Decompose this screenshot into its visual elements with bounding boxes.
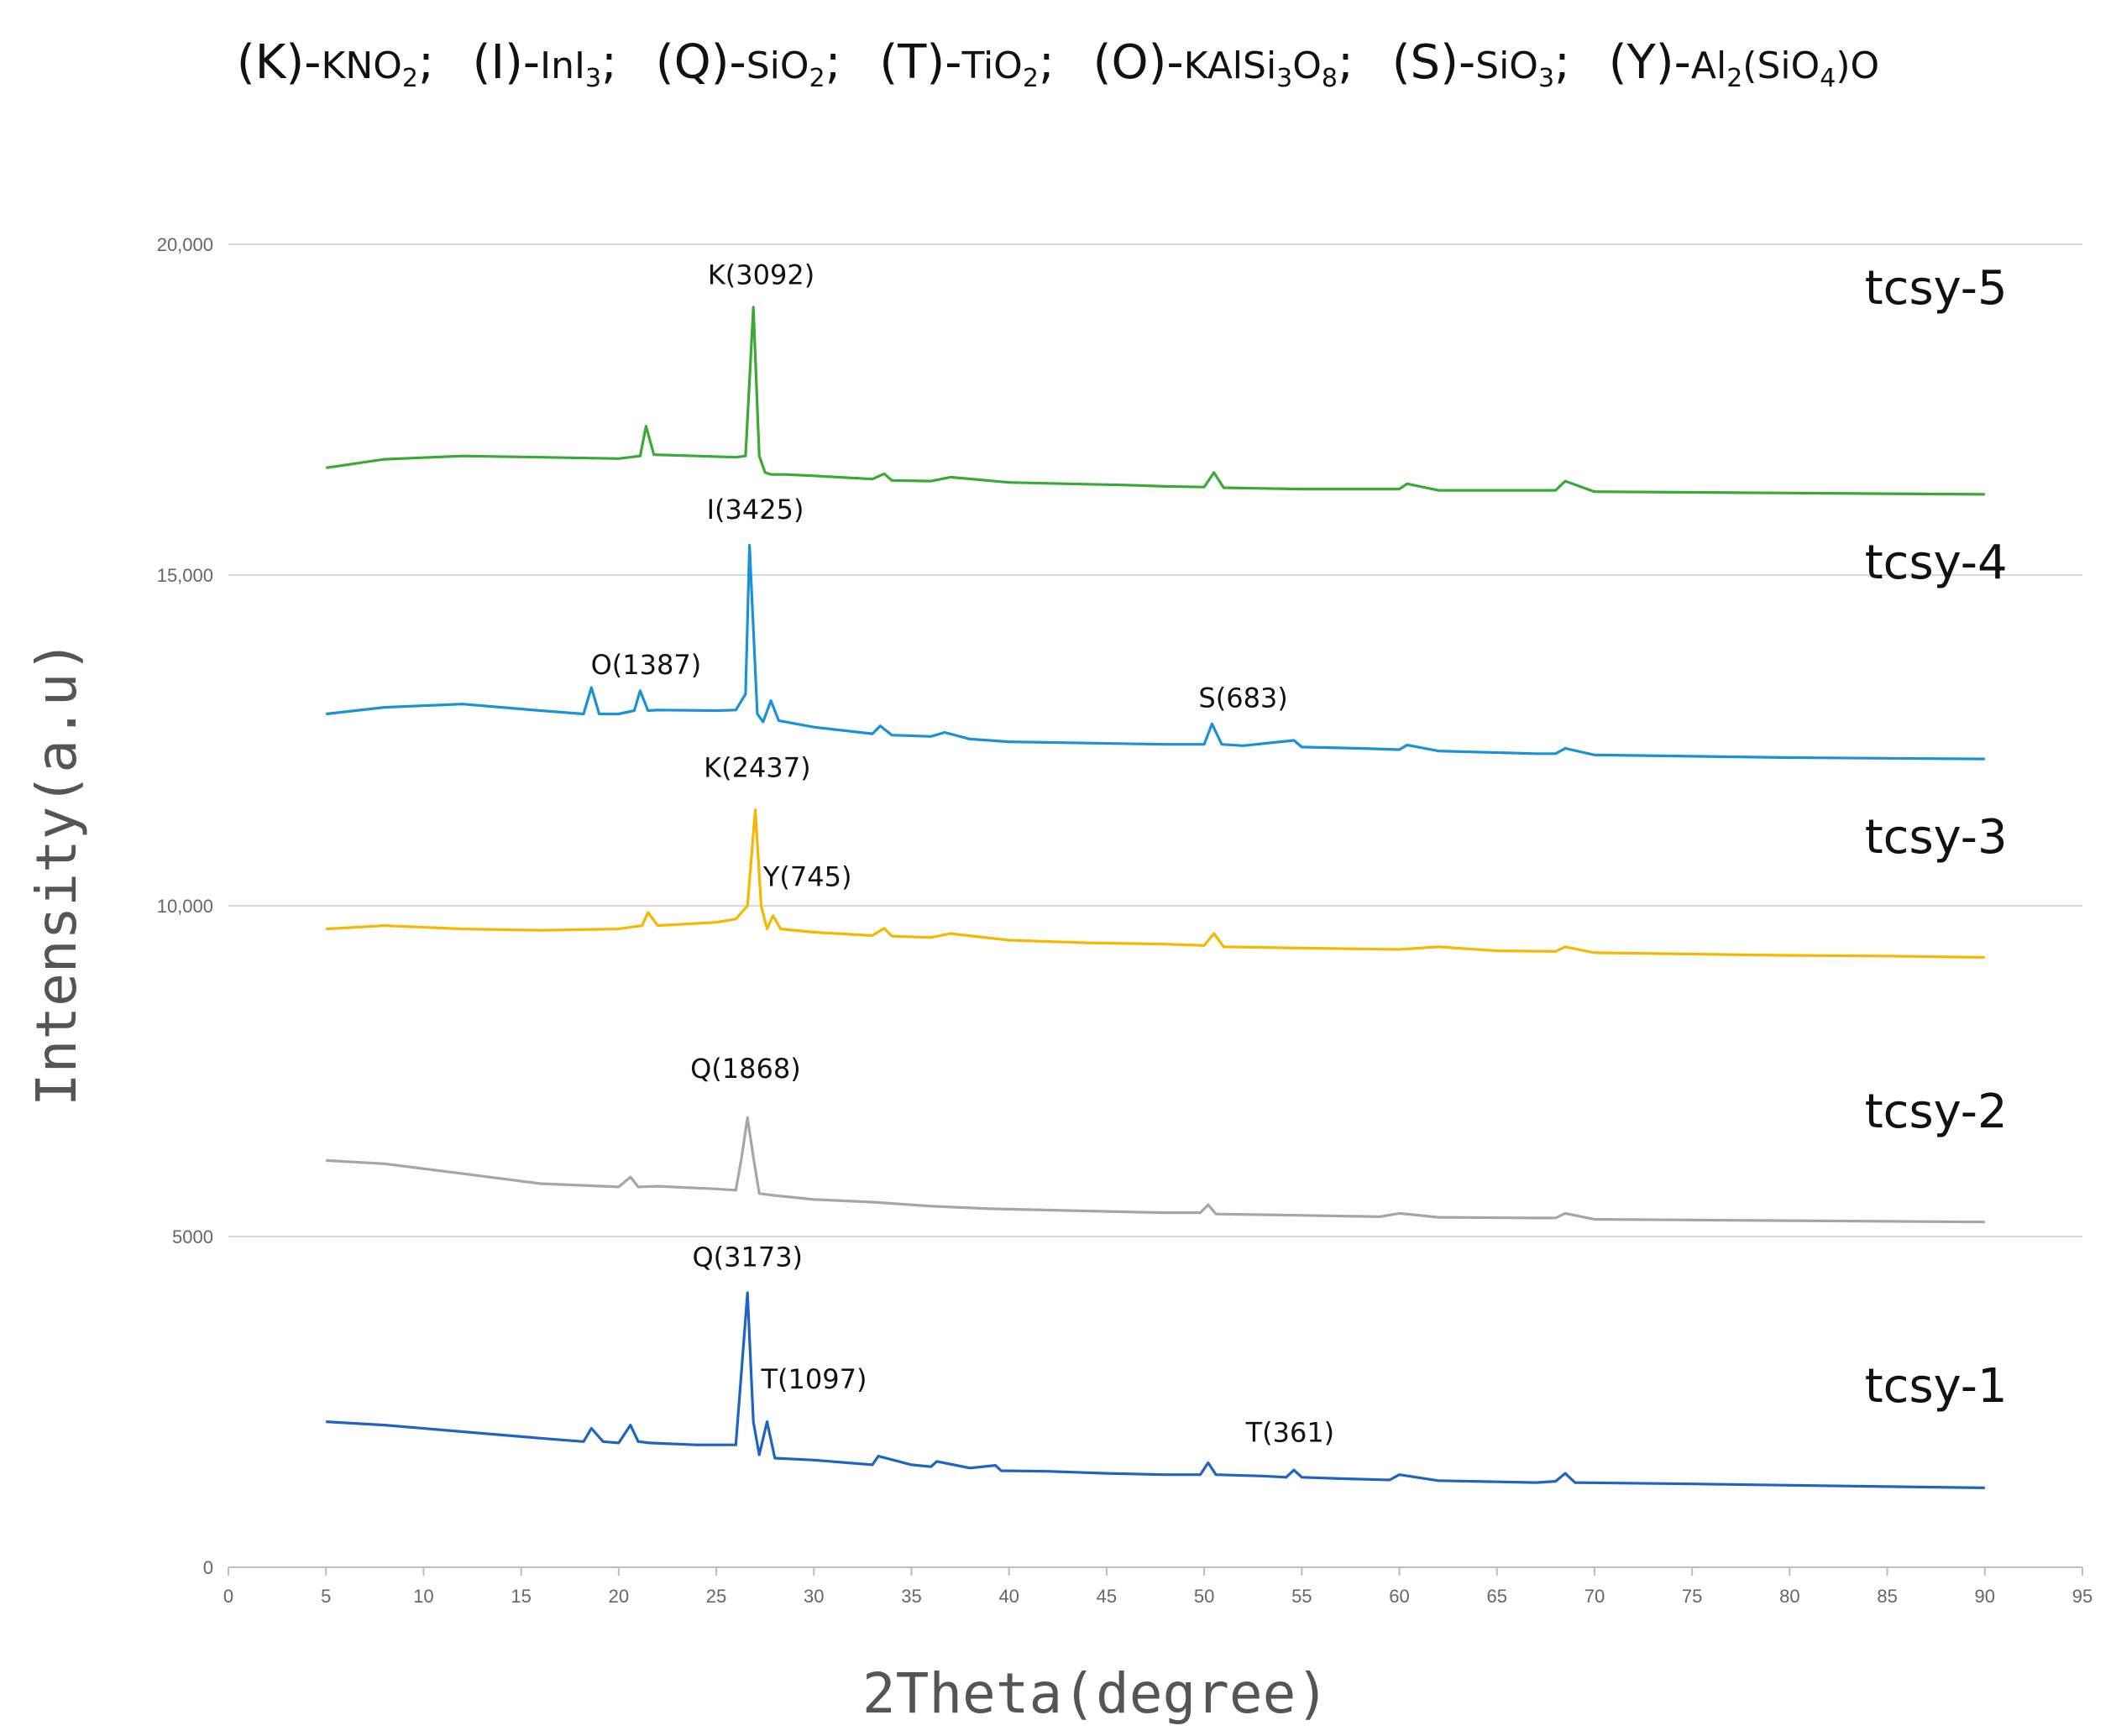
series-label-tcsy-3: tcsy-3 (1865, 810, 2008, 865)
x-tick-label-2: 10 (413, 1586, 433, 1607)
x-tick-label-4: 20 (609, 1586, 629, 1607)
x-tick-label-6: 30 (804, 1586, 824, 1607)
peak-label-2: T(361) (1245, 1416, 1335, 1448)
x-tick-label-0: 0 (223, 1586, 233, 1607)
x-tick-label-17: 85 (1877, 1586, 1897, 1607)
legend-item-Q: (Q)-SiO2; (655, 35, 841, 93)
y-tick-label-3: 15,000 (157, 565, 213, 586)
x-tick-label-16: 80 (1779, 1586, 1799, 1607)
axis-ticks: 0 5000 10,000 15,000 20,000 0 5 10 15 20 25 30 35 40 4… (157, 234, 2093, 1607)
legend-item-S: (S)-SiO3; (1391, 35, 1570, 93)
series-lines (325, 306, 1985, 1489)
x-axis-title: 2Theta(degree) (862, 1661, 1329, 1726)
x-tick-label-12: 60 (1389, 1586, 1409, 1607)
gridlines (228, 243, 2082, 1568)
y-tick-label-4: 20,000 (157, 234, 213, 255)
peak-label-1: T(1097) (761, 1363, 867, 1395)
x-tick-label-5: 25 (706, 1586, 726, 1607)
peak-label-4: K(2437) (704, 751, 810, 783)
peak-label-5: Y(745) (762, 860, 852, 892)
peak-label-0: Q(3173) (692, 1241, 803, 1273)
x-tick-label-19: 95 (2072, 1586, 2092, 1607)
series-line-tcsy-4 (326, 543, 1985, 761)
y-axis-title: Intensity(a.u) (24, 640, 89, 1106)
peak-label-7: O(1387) (591, 649, 702, 681)
series-line-tcsy-2 (326, 1116, 1985, 1224)
series-label-tcsy-2: tcsy-2 (1865, 1085, 2008, 1139)
series-line-tcsy-3 (326, 808, 1985, 960)
x-tick-label-18: 90 (1975, 1586, 1995, 1607)
x-tick-label-3: 15 (511, 1586, 531, 1607)
x-tick-label-13: 65 (1486, 1586, 1506, 1607)
legend-item-K: (K)-KNO2; (236, 35, 434, 93)
x-tick-label-14: 70 (1584, 1586, 1605, 1607)
legend-item-Y: (Y)-Al2(SiO4)O (1608, 35, 1880, 93)
formula-legend: (K)-KNO2; (I)-InI3; (Q)-SiO2; (T)-TiO2; … (0, 17, 2116, 109)
series-label-tcsy-1: tcsy-1 (1865, 1359, 2008, 1414)
peak-label-8: S(683) (1198, 682, 1287, 714)
x-tick-label-1: 5 (321, 1586, 331, 1607)
x-tick-label-15: 75 (1682, 1586, 1702, 1607)
y-tick-label-0: 0 (203, 1557, 213, 1578)
series-line-tcsy-1 (326, 1291, 1985, 1489)
peak-label-3: Q(1868) (690, 1053, 801, 1085)
series-label-tcsy-5: tcsy-5 (1865, 261, 2008, 316)
series-labels: tcsy-1 tcsy-2 tcsy-3 tcsy-4 tcsy-5 (1865, 261, 2008, 1414)
x-tick-label-7: 35 (901, 1586, 921, 1607)
x-tick-label-11: 55 (1291, 1586, 1312, 1607)
series-line-tcsy-5 (325, 306, 1985, 496)
x-tick-label-10: 50 (1194, 1586, 1214, 1607)
legend-item-I: (I)-InI3; (472, 35, 617, 93)
series-label-tcsy-4: tcsy-4 (1865, 536, 2008, 590)
peak-label-9: K(3092) (708, 259, 814, 290)
x-tick-label-9: 45 (1097, 1586, 1117, 1607)
y-tick-label-2: 10,000 (157, 896, 213, 917)
x-tick-label-8: 40 (998, 1586, 1019, 1607)
peak-annotations: Q(3173) T(1097) T(361) Q(1868) K(2437) Y(745)… (591, 259, 1335, 1448)
peak-label-6: I(3425) (707, 494, 804, 526)
legend-item-O: (O)-KAlSi3O8; (1092, 35, 1354, 93)
legend-item-T: (T)-TiO2; (879, 35, 1055, 93)
y-tick-label-1: 5000 (172, 1226, 213, 1247)
